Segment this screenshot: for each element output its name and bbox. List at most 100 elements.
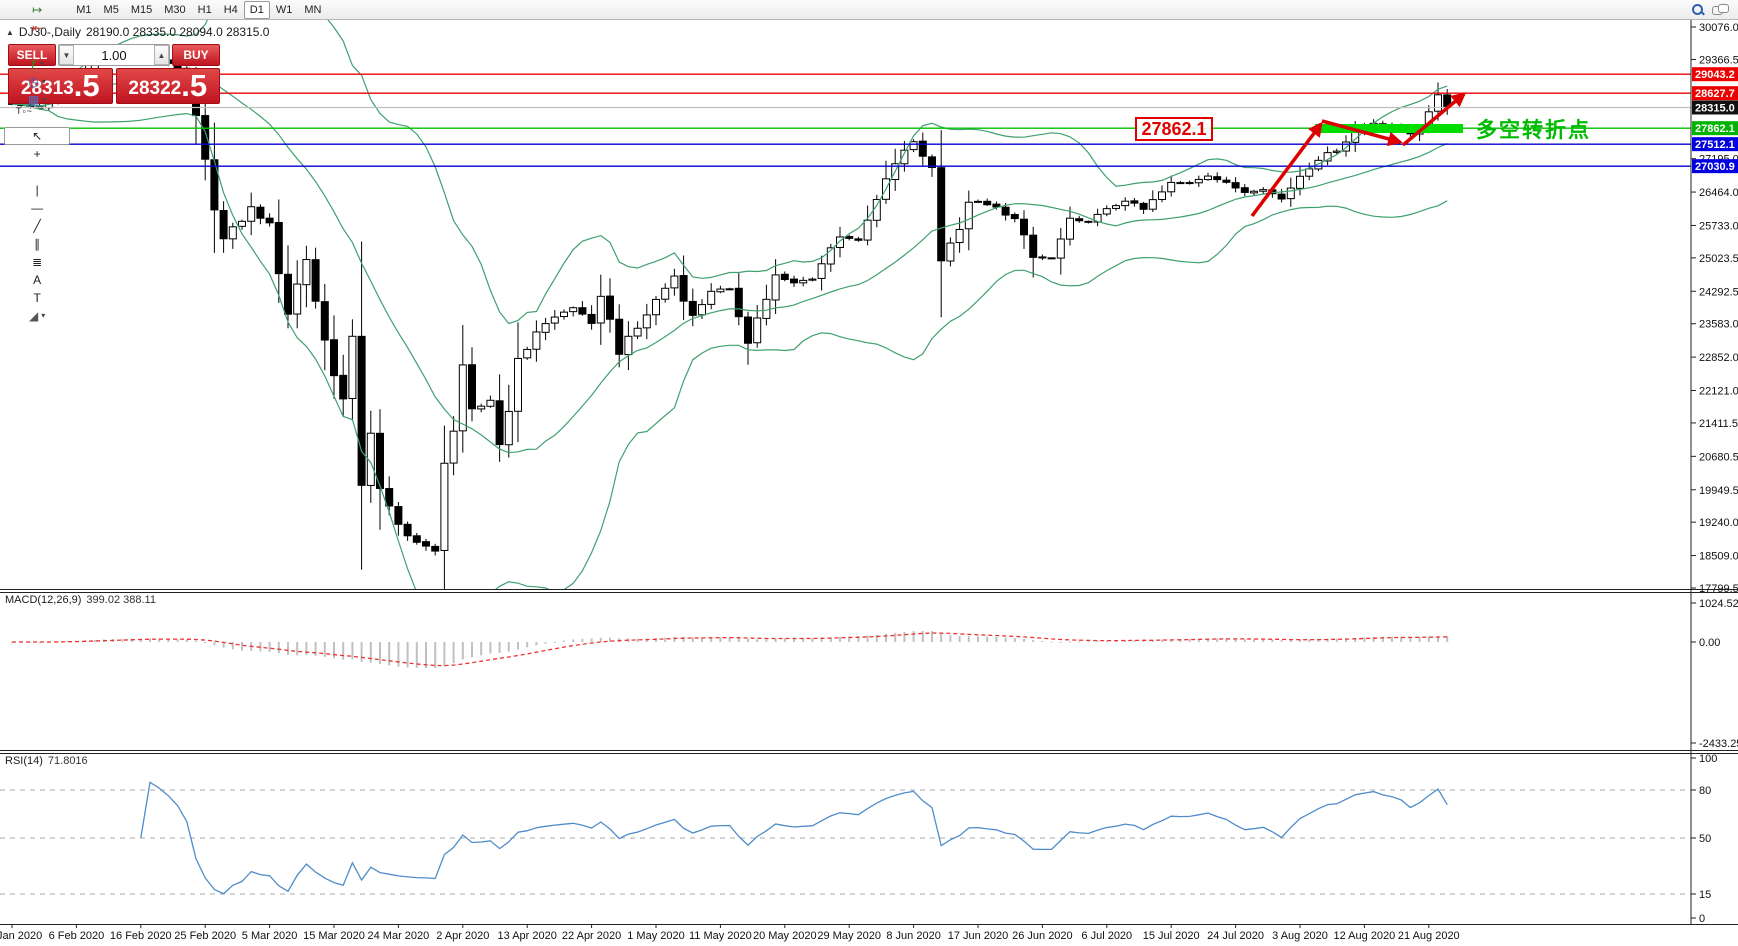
- svg-text:23583.0: 23583.0: [1699, 319, 1738, 331]
- svg-text:80: 80: [1699, 785, 1711, 797]
- rsi-value: 71.8016: [47, 755, 88, 767]
- macd-values: 399.02 388.11: [86, 594, 156, 606]
- crosshair-button[interactable]: +: [4, 145, 70, 163]
- indicators-icon: ƒ: [30, 56, 37, 71]
- pane-borders: [0, 20, 1738, 925]
- timeframe-h4-button[interactable]: H4: [223, 3, 238, 16]
- timeframe-m15-button[interactable]: M15: [130, 3, 153, 16]
- periods-button[interactable]: ◷ ▾: [4, 73, 70, 91]
- svg-text:26 Jun 2020: 26 Jun 2020: [1012, 930, 1073, 942]
- svg-text:29 May 2020: 29 May 2020: [817, 930, 881, 942]
- channel-button[interactable]: ∥: [4, 235, 70, 253]
- sell-price-box[interactable]: 28313 .5: [8, 68, 113, 104]
- crosshair-icon: +: [33, 146, 41, 161]
- volume-control: ▼ 1.00 ▲: [58, 44, 170, 66]
- timeframe-w1-button[interactable]: W1: [275, 3, 293, 16]
- dropdown-caret-icon: ▾: [42, 95, 47, 104]
- timeframe-d1-button[interactable]: D1: [243, 0, 270, 19]
- text-label-button[interactable]: T: [4, 289, 70, 307]
- svg-text:6 Feb 2020: 6 Feb 2020: [49, 930, 105, 942]
- templates-icon: ▦: [27, 92, 40, 107]
- chart-shift-icon: ⇤: [32, 20, 43, 35]
- horizontal-line-icon: —: [31, 200, 44, 215]
- svg-text:12 Aug 2020: 12 Aug 2020: [1334, 930, 1396, 942]
- cursor-icon: ↖: [32, 128, 43, 143]
- timeframe-m1-button[interactable]: M1: [76, 3, 92, 16]
- chart-shift-button[interactable]: ⇤: [4, 19, 70, 37]
- svg-text:20 May 2020: 20 May 2020: [753, 930, 817, 942]
- buy-button[interactable]: BUY: [172, 44, 220, 66]
- dropdown-caret-icon: ▾: [41, 311, 46, 320]
- svg-text:28315.0: 28315.0: [1695, 102, 1735, 114]
- toolbar: ◧◨✚新订单◆☁◉●自动交易┆▮≈⊕⊖⊞↦⇤ƒ▾◷▾▦▾↖+|—╱∥≣AT◢▾ …: [0, 0, 1738, 322]
- buy-price-main: 28322: [128, 78, 182, 99]
- svg-text:1024.52: 1024.52: [1699, 598, 1738, 610]
- svg-text:20680.5: 20680.5: [1699, 451, 1738, 463]
- svg-text:24 Jul 2020: 24 Jul 2020: [1207, 930, 1264, 942]
- svg-text:8 Jun 2020: 8 Jun 2020: [886, 930, 940, 942]
- trendline-button[interactable]: ╱: [4, 217, 70, 235]
- svg-text:1 May 2020: 1 May 2020: [627, 930, 684, 942]
- channel-icon: ∥: [34, 236, 41, 251]
- text-button[interactable]: A: [4, 271, 70, 289]
- fibonacci-icon: ≣: [32, 254, 43, 269]
- svg-text:18509.0: 18509.0: [1699, 551, 1738, 563]
- price-axis: 30076.029366.527195.026464.025733.025023…: [1691, 22, 1738, 925]
- svg-text:-2433.25: -2433.25: [1699, 738, 1738, 750]
- timeframe-mn-button[interactable]: MN: [304, 3, 322, 16]
- timeframe-m5-button[interactable]: M5: [103, 3, 119, 16]
- svg-text:24 Mar 2020: 24 Mar 2020: [368, 930, 430, 942]
- svg-text:25023.5: 25023.5: [1699, 253, 1738, 265]
- search-icon[interactable]: [1691, 3, 1704, 16]
- one-click-trading-panel: SELL ▼ 1.00 ▲ BUY 28313 .5 28322 .5: [8, 44, 220, 104]
- price-level-annotation[interactable]: 27862.1: [1135, 117, 1213, 141]
- svg-text:2 Apr 2020: 2 Apr 2020: [436, 930, 489, 942]
- sell-button[interactable]: SELL: [8, 44, 56, 66]
- cursor-button[interactable]: ↖: [4, 126, 71, 145]
- fibonacci-button[interactable]: ≣: [4, 253, 70, 271]
- text-icon: A: [33, 272, 42, 287]
- svg-text:22852.0: 22852.0: [1699, 352, 1738, 364]
- turning-point-annotation[interactable]: 多空转折点: [1476, 119, 1591, 142]
- svg-text:22121.0: 22121.0: [1699, 386, 1738, 398]
- svg-text:6 Jul 2020: 6 Jul 2020: [1081, 930, 1132, 942]
- text-label-icon: T: [33, 290, 41, 305]
- chart-title: ▲ DJ30-,Daily 28190.0 28335.0 28094.0 28…: [6, 25, 269, 39]
- svg-text:28627.7: 28627.7: [1695, 88, 1735, 100]
- arrows-button[interactable]: ◢ ▾: [4, 307, 70, 325]
- indicators-button[interactable]: ƒ ▾: [4, 55, 70, 73]
- timeframe-m30-button[interactable]: M30: [164, 3, 186, 16]
- object-anchor-marker: T▫~: [16, 106, 33, 116]
- macd-indicator: [11, 631, 1449, 669]
- periods-icon: ◷: [28, 74, 39, 89]
- svg-text:19240.0: 19240.0: [1699, 517, 1738, 529]
- svg-text:22 Apr 2020: 22 Apr 2020: [562, 930, 621, 942]
- svg-text:11 May 2020: 11 May 2020: [689, 930, 752, 942]
- collapse-triangle-icon[interactable]: ▲: [6, 27, 14, 37]
- ohlc-values: 28190.0 28335.0 28094.0 28315.0: [85, 25, 270, 39]
- auto-scroll-button[interactable]: ↦: [4, 1, 70, 19]
- volume-up-button[interactable]: ▲: [154, 45, 169, 65]
- svg-text:100: 100: [1699, 753, 1717, 765]
- buy-price-box[interactable]: 28322 .5: [115, 68, 220, 104]
- svg-text:30076.0: 30076.0: [1699, 22, 1738, 34]
- svg-text:26464.0: 26464.0: [1699, 187, 1738, 199]
- svg-text:21411.5: 21411.5: [1699, 418, 1738, 430]
- templates-button[interactable]: ▦ ▾: [4, 91, 70, 109]
- vertical-line-button[interactable]: |: [4, 181, 70, 199]
- svg-text:50: 50: [1699, 833, 1711, 845]
- symbol-period: DJ30-,Daily: [18, 25, 81, 39]
- volume-value[interactable]: 1.00: [101, 47, 127, 63]
- svg-text:21 Aug 2020: 21 Aug 2020: [1398, 930, 1460, 942]
- horizontal-line-button[interactable]: —: [4, 199, 70, 217]
- svg-text:27512.1: 27512.1: [1695, 139, 1735, 151]
- svg-text:27862.1: 27862.1: [1695, 123, 1735, 135]
- volume-down-button[interactable]: ▼: [59, 45, 74, 65]
- timeframe-h1-button[interactable]: H1: [197, 3, 212, 16]
- arrows-icon: ◢: [29, 308, 39, 323]
- chat-icon[interactable]: [1712, 3, 1729, 16]
- svg-text:3 Aug 2020: 3 Aug 2020: [1272, 930, 1328, 942]
- svg-text:29366.5: 29366.5: [1699, 54, 1738, 66]
